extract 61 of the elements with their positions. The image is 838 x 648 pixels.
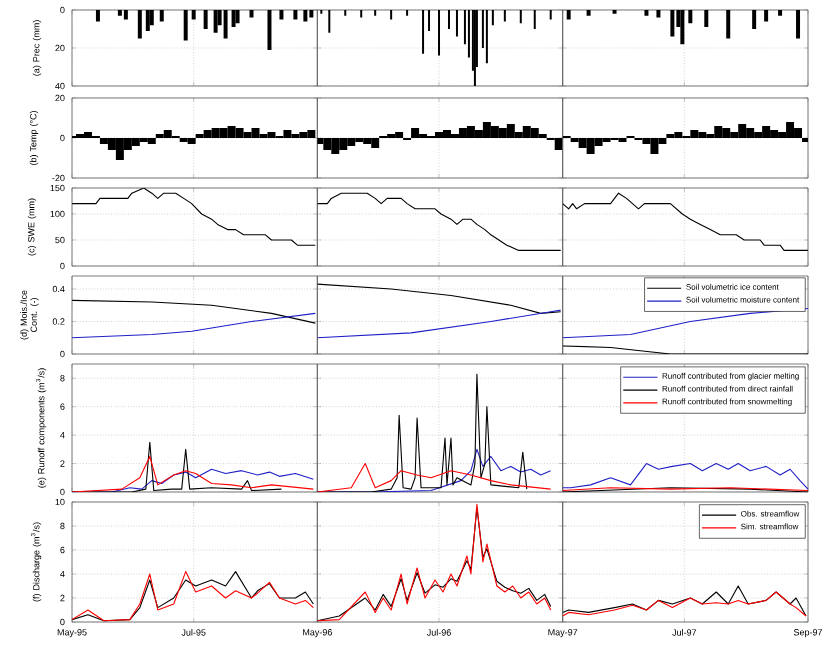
bar xyxy=(411,127,420,138)
bar xyxy=(203,129,212,138)
bar xyxy=(738,123,747,138)
bar xyxy=(754,131,763,138)
bar xyxy=(211,127,220,138)
bar xyxy=(466,125,475,138)
bar xyxy=(307,129,316,138)
bar xyxy=(722,127,731,138)
bar xyxy=(474,129,483,138)
bar xyxy=(498,127,507,138)
bar xyxy=(395,131,404,138)
bar xyxy=(674,131,683,138)
line-series xyxy=(72,312,316,339)
bar xyxy=(650,137,659,154)
bar xyxy=(762,125,771,138)
bar xyxy=(299,131,308,138)
bar xyxy=(83,131,92,138)
bar xyxy=(688,9,693,24)
bar xyxy=(347,137,356,146)
bar xyxy=(331,137,340,154)
bar xyxy=(698,131,707,138)
bar xyxy=(794,127,803,138)
bar xyxy=(147,137,156,144)
bar xyxy=(670,9,675,37)
bar xyxy=(235,127,244,138)
bar xyxy=(339,137,348,150)
bar xyxy=(115,137,124,160)
bar xyxy=(371,137,380,148)
bar xyxy=(458,127,467,138)
bar xyxy=(187,137,196,144)
line-series xyxy=(72,571,314,622)
bar xyxy=(435,131,443,138)
bar xyxy=(323,137,332,150)
bar xyxy=(490,125,499,138)
bar xyxy=(746,127,755,138)
bar xyxy=(227,125,236,138)
bar xyxy=(770,129,779,138)
bar xyxy=(786,121,795,138)
bar xyxy=(522,125,531,138)
bar xyxy=(730,131,739,138)
bar xyxy=(586,137,595,154)
bar xyxy=(267,131,276,138)
bar xyxy=(578,137,587,148)
bar xyxy=(594,137,603,146)
bar xyxy=(99,137,108,144)
bar xyxy=(514,131,523,138)
line-series xyxy=(72,188,316,246)
bar xyxy=(714,125,723,138)
bar xyxy=(137,9,142,39)
bar xyxy=(690,129,699,138)
bar xyxy=(309,9,314,18)
bar xyxy=(506,123,515,138)
bar xyxy=(219,127,228,138)
bar xyxy=(530,127,539,138)
bar xyxy=(283,129,292,138)
bar xyxy=(163,129,172,138)
line-series xyxy=(72,299,316,324)
bar xyxy=(482,121,491,138)
bar xyxy=(363,137,372,144)
bar xyxy=(131,137,140,146)
bar xyxy=(243,131,252,138)
